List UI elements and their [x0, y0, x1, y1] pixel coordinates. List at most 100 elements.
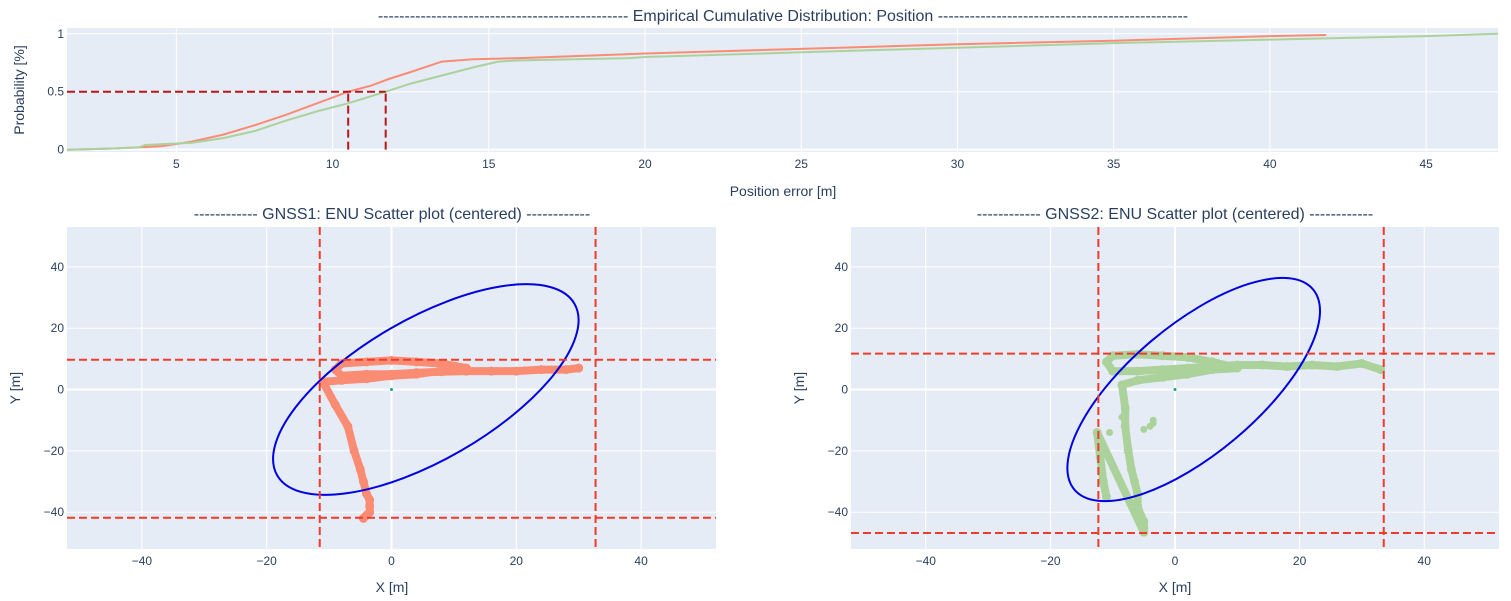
gnss1-x-label: X [m] — [376, 579, 409, 595]
gnss1-point — [343, 421, 353, 431]
gnss1-y-tick-label: −40 — [44, 505, 65, 519]
gnss1-point — [362, 374, 372, 384]
gnss1-panel: −40 −20 0 20 40 −40 −20 0 20 40 ------------ GNS… — [7, 206, 716, 595]
gnss1-point — [362, 357, 372, 367]
gnss2-point — [1140, 425, 1148, 433]
gnss2-y-tick-label: 20 — [835, 321, 849, 335]
ecdf-x-tick-label: 15 — [482, 157, 496, 171]
gnss2-ellipse — [1066, 276, 1321, 503]
gnss1-point — [436, 358, 446, 368]
gnss2-point — [1120, 421, 1130, 431]
gnss2-point — [1108, 351, 1118, 361]
gnss2-point — [1101, 357, 1111, 367]
gnss2-point — [1092, 427, 1102, 437]
gnss1-y-label: Y [m] — [7, 372, 23, 404]
gnss2-point — [1158, 365, 1168, 375]
gnss2-x-tick-label: 40 — [1418, 554, 1432, 568]
ecdf-title: ----------------------------------------… — [378, 8, 1188, 25]
gnss2-point — [1149, 416, 1157, 424]
gnss1-point — [536, 365, 546, 375]
gnss2-point — [1257, 360, 1267, 370]
ecdf-series-line — [66, 34, 1327, 151]
ecdf-x-tick-label: 35 — [1107, 157, 1121, 171]
ecdf-y-ticks: 00.51 — [47, 27, 64, 157]
gnss2-point — [1332, 362, 1342, 372]
gnss2-point — [1182, 369, 1192, 379]
gnss2-bound-lines — [851, 227, 1499, 549]
gnss1-y-tick-label: 0 — [57, 383, 64, 397]
ecdf-x-tick-label: 5 — [173, 157, 180, 171]
gnss2-y-tick-label: 0 — [841, 383, 848, 397]
ecdf-x-tick-label: 20 — [638, 157, 652, 171]
gnss1-x-tick-label: 20 — [510, 554, 524, 568]
gnss1-x-tick-label: −40 — [132, 554, 153, 568]
ecdf-y-tick-label: 0 — [57, 143, 64, 157]
gnss2-x-ticks: −40 −20 0 20 40 — [916, 554, 1432, 568]
gnss1-point — [337, 375, 347, 385]
gnss2-point — [1357, 358, 1367, 368]
gnss2-point — [1307, 360, 1317, 370]
ecdf-x-ticks: 5 10 15 20 25 30 35 40 45 — [173, 157, 1433, 171]
gnss1-point — [461, 363, 471, 373]
gnss2-center-point — [1173, 388, 1177, 392]
gnss2-point — [1101, 492, 1111, 502]
ecdf-series-line — [66, 32, 1499, 151]
gnss1-y-tick-label: 40 — [51, 260, 65, 274]
gnss1-confidence-ellipse — [272, 283, 580, 496]
gnss1-x-tick-label: 0 — [388, 554, 395, 568]
gnss2-panel: −40 −20 0 20 40 −40 −20 0 20 40 ------------ GNS… — [791, 206, 1499, 595]
gnss2-x-label: X [m] — [1159, 579, 1192, 595]
gnss2-point — [1130, 477, 1139, 487]
ecdf-x-tick-label: 40 — [1263, 157, 1277, 171]
gnss2-title: ------------ GNSS2: ENU Scatter plot (ce… — [977, 206, 1373, 223]
gnss2-y-label: Y [m] — [791, 372, 807, 404]
gnss1-y-tick-label: 20 — [51, 321, 65, 335]
ecdf-series — [66, 32, 1499, 151]
ecdf-x-tick-label: 45 — [1419, 157, 1433, 171]
gnss1-point — [561, 365, 571, 375]
gnss2-point — [1133, 366, 1143, 376]
gnss2-confidence-ellipse — [1066, 276, 1321, 503]
gnss1-point — [436, 366, 446, 376]
gnss2-point — [1118, 413, 1126, 421]
ecdf-y-tick-label: 0.5 — [47, 85, 64, 99]
gnss1-bound-lines — [67, 227, 716, 549]
gnss2-point — [1126, 464, 1136, 474]
gnss1-point — [358, 513, 368, 523]
ecdf-x-tick-label: 25 — [795, 157, 809, 171]
gnss2-y-tick-label: 40 — [835, 260, 849, 274]
gnss2-x-tick-label: 20 — [1293, 554, 1307, 568]
ecdf-plot-area — [67, 28, 1498, 152]
gnss1-x-tick-label: 40 — [634, 554, 648, 568]
gnss2-point — [1207, 357, 1217, 367]
ecdf-x-tick-label: 30 — [951, 157, 965, 171]
gnss1-point — [411, 369, 421, 379]
gnss2-point — [1108, 366, 1118, 376]
gnss2-point — [1232, 363, 1242, 373]
gnss2-point — [1158, 372, 1168, 382]
gnss2-point — [1133, 375, 1143, 385]
gnss1-point — [486, 366, 496, 376]
gnss1-y-ticks: −40 −20 0 20 40 — [44, 260, 65, 519]
gnss2-point — [1133, 501, 1143, 511]
ecdf-x-label: Position error [m] — [730, 183, 837, 199]
gnss1-point — [411, 357, 421, 367]
gnss2-point — [1120, 403, 1130, 413]
gnss2-y-tick-label: −40 — [828, 505, 849, 519]
gnss1-point — [330, 400, 340, 410]
gnss2-point — [1123, 446, 1133, 456]
ecdf-y-tick-label: 1 — [57, 27, 64, 41]
gnss2-point — [1182, 352, 1192, 362]
gnss1-point — [358, 477, 368, 487]
gnss1-title: ------------ GNSS1: ENU Scatter plot (ce… — [194, 206, 590, 223]
gnss2-point — [1207, 365, 1217, 375]
gnss2-point — [1106, 428, 1114, 436]
gnss1-point — [349, 446, 359, 456]
gnss1-point — [574, 363, 584, 373]
ecdf-x-tick-label: 10 — [326, 157, 340, 171]
gnss1-point — [511, 366, 521, 376]
gnss1-x-ticks: −40 −20 0 20 40 — [132, 554, 648, 568]
gnss1-ellipse — [272, 283, 580, 496]
ecdf-panel: 5 10 15 20 25 30 35 40 45 00.51 ----------------… — [11, 8, 1499, 199]
